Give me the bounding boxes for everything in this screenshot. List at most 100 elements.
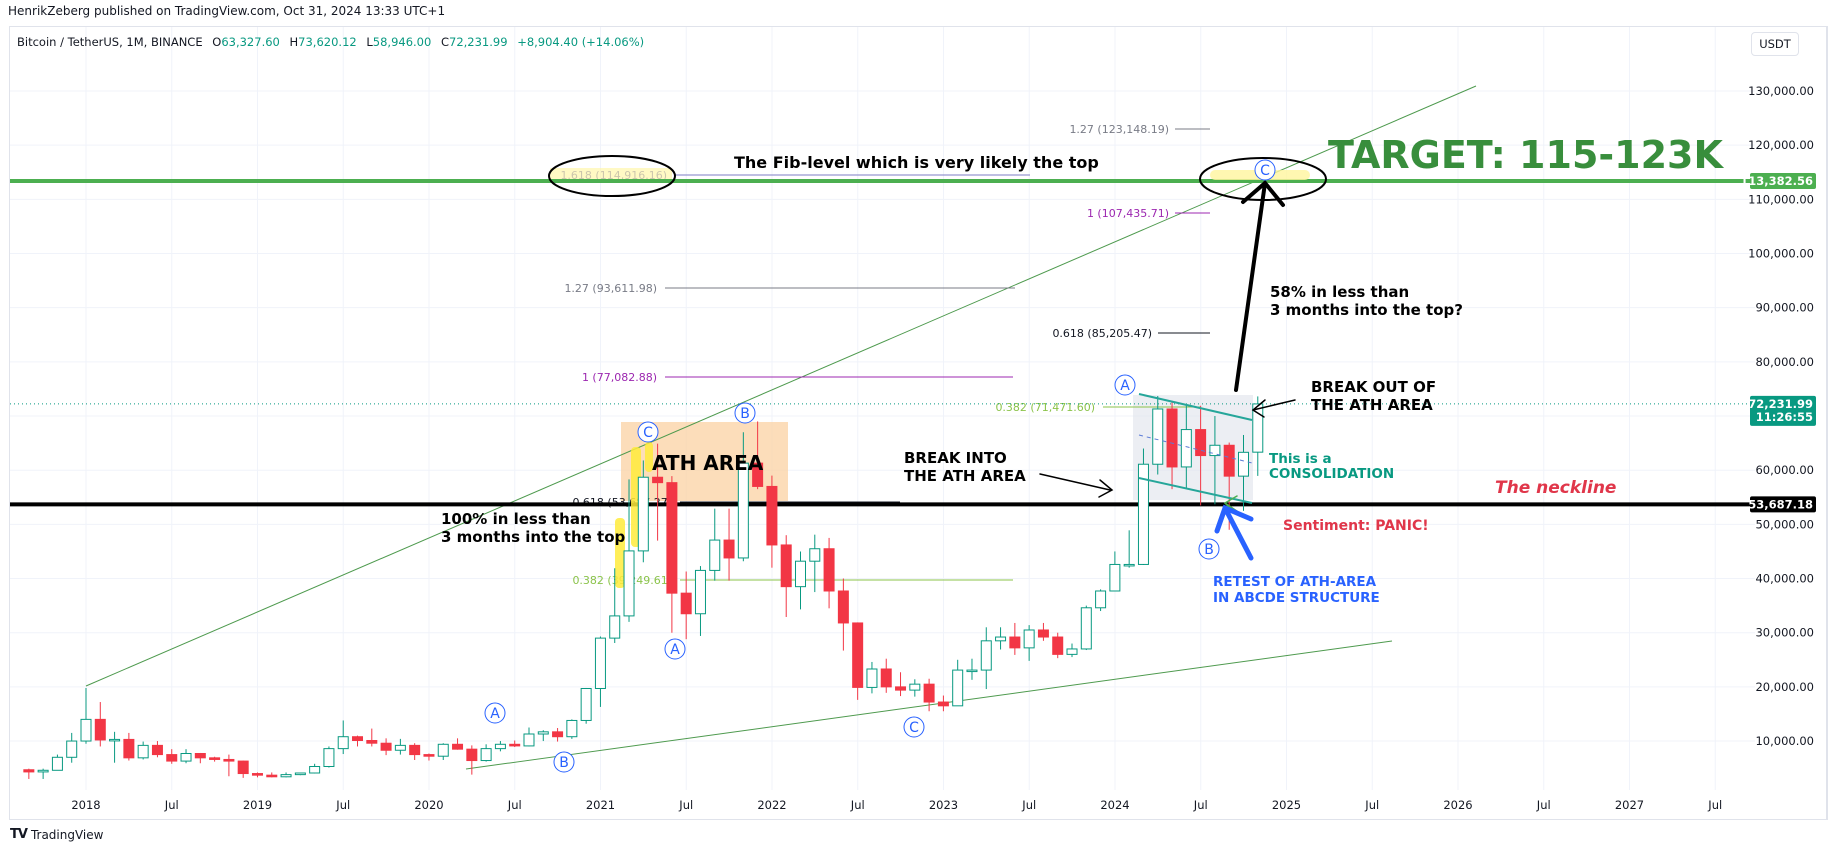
upper-trendline[interactable] [85, 85, 1477, 687]
candle[interactable] [523, 727, 535, 747]
candle[interactable] [423, 753, 435, 761]
candle[interactable] [980, 627, 992, 690]
candle[interactable] [480, 744, 492, 762]
candle[interactable] [251, 772, 263, 778]
candle[interactable] [866, 661, 878, 694]
candle[interactable] [466, 745, 478, 775]
candle[interactable] [795, 551, 806, 610]
wave-label-C[interactable]: C [1254, 159, 1276, 181]
candle[interactable] [23, 768, 35, 779]
candle[interactable] [823, 537, 835, 609]
candle[interactable] [1023, 625, 1035, 661]
candle[interactable] [623, 479, 635, 622]
candle[interactable] [394, 738, 406, 755]
candle[interactable] [223, 754, 235, 777]
candle[interactable] [680, 571, 692, 640]
candle[interactable] [1123, 530, 1135, 568]
candle[interactable] [209, 756, 221, 762]
candle[interactable] [666, 476, 678, 633]
candle[interactable] [109, 731, 121, 763]
candle[interactable] [1009, 622, 1021, 655]
candle[interactable] [580, 687, 592, 724]
candle[interactable] [709, 508, 721, 581]
candle[interactable] [80, 687, 92, 744]
candle[interactable] [566, 719, 578, 739]
candle[interactable] [309, 763, 321, 774]
candle[interactable] [552, 728, 564, 742]
candle[interactable] [294, 772, 306, 776]
candle[interactable] [752, 421, 764, 490]
candle[interactable] [94, 702, 106, 747]
wave-label-C[interactable]: C [903, 716, 925, 738]
candles[interactable] [23, 395, 1264, 779]
wave-label-A[interactable]: A [664, 638, 686, 660]
tradingview-footer[interactable]: TV TradingView [10, 827, 103, 842]
candle[interactable] [1052, 632, 1064, 659]
candle[interactable] [237, 760, 249, 778]
candle[interactable] [509, 740, 521, 747]
neckline-price-badge[interactable]: 53,687.18 [1748, 496, 1816, 513]
candle[interactable] [1080, 605, 1092, 651]
candle[interactable] [366, 728, 378, 747]
candle[interactable] [66, 732, 78, 763]
candle[interactable] [123, 732, 135, 761]
candle[interactable] [1095, 589, 1107, 612]
candle[interactable] [652, 443, 664, 541]
wave-label-A[interactable]: A [484, 702, 506, 724]
candle[interactable] [966, 658, 978, 680]
candle[interactable] [909, 679, 921, 697]
candle[interactable] [780, 535, 792, 617]
candle[interactable] [1137, 448, 1149, 565]
candle[interactable] [694, 566, 706, 636]
candle[interactable] [352, 735, 364, 747]
candle[interactable] [452, 738, 464, 750]
candle[interactable] [737, 432, 749, 562]
candle[interactable] [280, 772, 292, 778]
price-axis[interactable]: 130,000.00 120,000.00 110,000.00 100,000.00… [1748, 84, 1814, 748]
wave-label-C[interactable]: C [637, 421, 659, 443]
candle[interactable] [1195, 405, 1207, 506]
candle[interactable] [766, 475, 778, 568]
candle[interactable] [1237, 434, 1249, 511]
candle[interactable] [895, 672, 907, 697]
candle[interactable] [409, 743, 421, 760]
wave-label-B[interactable]: B [734, 402, 756, 424]
candle[interactable] [37, 768, 49, 779]
candle[interactable] [537, 730, 549, 742]
candle[interactable] [494, 741, 506, 752]
candle[interactable] [837, 578, 849, 651]
channel-top[interactable] [1138, 393, 1253, 421]
candle[interactable] [1252, 396, 1264, 476]
candle[interactable] [1152, 395, 1164, 475]
candle[interactable] [1037, 622, 1049, 641]
candle[interactable] [166, 749, 178, 764]
candle[interactable] [51, 754, 63, 771]
candle[interactable] [323, 746, 335, 768]
wave-label-B[interactable]: B [1198, 538, 1220, 560]
candle[interactable] [380, 738, 392, 756]
wave-label-B[interactable]: B [553, 751, 575, 773]
wave-labels[interactable]: A B C A B C A B C [484, 159, 1276, 773]
candle[interactable] [1066, 643, 1078, 658]
candle[interactable] [609, 568, 621, 643]
candle[interactable] [637, 460, 649, 563]
candle[interactable] [852, 622, 864, 700]
target-price-badge[interactable]: 113,382.56 [1740, 173, 1816, 190]
candle[interactable] [194, 752, 206, 764]
candle[interactable] [937, 695, 949, 712]
candle[interactable] [594, 636, 606, 707]
candle[interactable] [1209, 416, 1221, 505]
candle[interactable] [809, 534, 821, 593]
candle[interactable] [1109, 551, 1121, 592]
candle[interactable] [437, 743, 449, 760]
candle[interactable] [266, 772, 278, 778]
candle[interactable] [137, 741, 149, 760]
candle[interactable] [995, 627, 1007, 650]
candle[interactable] [151, 741, 163, 758]
candle[interactable] [180, 749, 192, 764]
wave-label-A[interactable]: A [1114, 374, 1136, 396]
candle[interactable] [923, 678, 935, 712]
currency-button[interactable]: USDT [1751, 32, 1799, 56]
